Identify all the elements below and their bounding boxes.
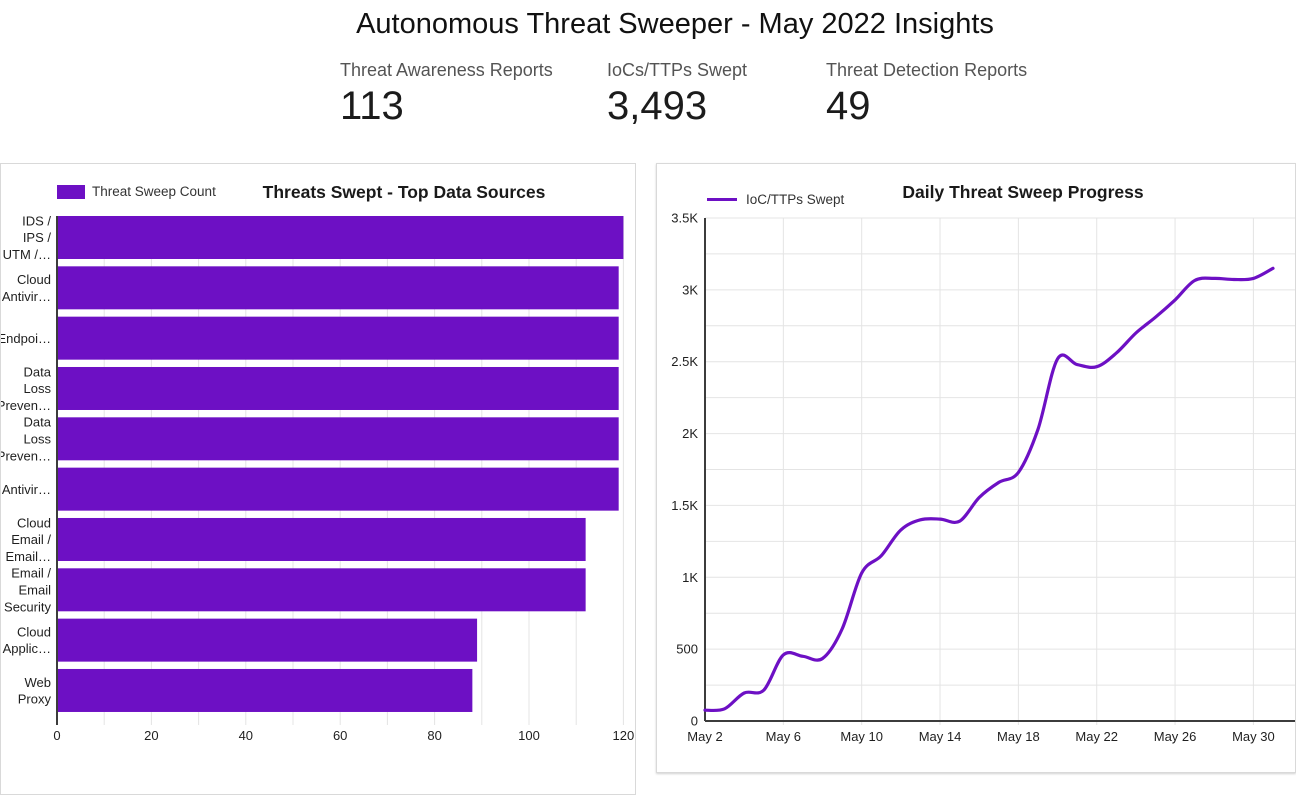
x-tick-label: 80 xyxy=(427,728,441,743)
bar[interactable] xyxy=(58,568,586,612)
bar[interactable] xyxy=(58,668,473,712)
y-category-label: IDS / IPS / UTM /… xyxy=(3,213,52,262)
y-tick-label: 1.5K xyxy=(671,498,698,513)
legend-line-swatch-icon xyxy=(707,198,737,201)
bar[interactable] xyxy=(58,266,619,310)
bar-chart-card: Threat Sweep Count Threats Swept - Top D… xyxy=(0,163,636,795)
legend-color-swatch-icon xyxy=(57,184,85,199)
bar[interactable] xyxy=(58,517,586,561)
x-tick-label: May 22 xyxy=(1075,729,1118,744)
y-category-label: Email / Email Security xyxy=(4,566,51,615)
series-line[interactable] xyxy=(703,266,1275,713)
y-category-label: Web Proxy xyxy=(18,675,52,707)
kpi-label: Threat Detection Reports xyxy=(826,60,1028,80)
line-chart: May 2 May 6 May 10 May 14 May 18 May 22 May 26… xyxy=(671,211,1295,744)
x-tick-label: May 26 xyxy=(1154,729,1197,744)
y-tick-label: 2K xyxy=(682,426,698,441)
x-tick-label: 20 xyxy=(144,728,158,743)
x-tick-label: 40 xyxy=(239,728,253,743)
y-category-label: Cloud Antivir… xyxy=(2,272,51,304)
bar[interactable] xyxy=(58,467,619,511)
x-tick-label: May 18 xyxy=(997,729,1040,744)
kpi-value: 49 xyxy=(826,84,871,128)
kpi-label: IoCs/TTPs Swept xyxy=(607,60,748,80)
bar[interactable] xyxy=(58,417,619,461)
x-tick-label: 120 xyxy=(613,728,635,743)
legend-label: Threat Sweep Count xyxy=(92,184,216,199)
y-tick-label: 1K xyxy=(682,570,698,585)
kpi-value: 3,493 xyxy=(607,84,708,128)
bar[interactable] xyxy=(58,316,619,360)
line-chart-legend[interactable]: IoC/TTPs Swept xyxy=(707,188,844,207)
y-tick-label: 0 xyxy=(691,714,698,729)
line-chart-card: IoC/TTPs Swept Daily Threat Sweep Progre… xyxy=(656,163,1296,773)
x-tick-label: 100 xyxy=(518,728,540,743)
y-category-label: Data Loss Preven… xyxy=(1,364,52,413)
x-tick-label: May 14 xyxy=(919,729,962,744)
y-tick-label: 2.5K xyxy=(671,354,698,369)
y-tick-label: 3.5K xyxy=(671,211,698,226)
bar-chart: 0 20 40 60 80 100 120 IDS / IPS / UTM /… Cloud Anti… xyxy=(1,213,635,743)
bar-chart-title: Threats Swept - Top Data Sources xyxy=(262,182,546,202)
x-tick-label: 60 xyxy=(333,728,347,743)
y-category-label: Cloud Email / Email… xyxy=(5,515,51,564)
kpi-label: Threat Awareness Reports xyxy=(340,60,553,80)
bar[interactable] xyxy=(58,366,619,410)
x-tick-label: May 10 xyxy=(840,729,883,744)
x-tick-label: May 2 xyxy=(687,729,722,744)
kpi-iocs-ttps-swept: IoCs/TTPs Swept 3,493 xyxy=(607,60,747,129)
y-category-label: Data Loss Preven… xyxy=(1,415,52,464)
y-category-label: Antivir… xyxy=(2,482,51,497)
y-category-label: Endpoi… xyxy=(1,331,51,346)
y-tick-label: 500 xyxy=(676,642,698,657)
bar[interactable] xyxy=(58,216,624,259)
kpi-threat-detection-reports: Threat Detection Reports 49 xyxy=(826,60,1027,129)
line-chart-title: Daily Threat Sweep Progress xyxy=(902,182,1144,202)
x-tick-label: 0 xyxy=(53,728,60,743)
page-title: Autonomous Threat Sweeper - May 2022 Ins… xyxy=(356,8,994,40)
kpi-value: 113 xyxy=(340,84,404,128)
bar-chart-legend[interactable]: Threat Sweep Count xyxy=(57,184,216,199)
x-tick-label: May 30 xyxy=(1232,729,1275,744)
x-tick-label: May 6 xyxy=(766,729,801,744)
kpi-threat-awareness-reports: Threat Awareness Reports 113 xyxy=(340,60,553,129)
legend-label: IoC/TTPs Swept xyxy=(746,192,845,207)
y-tick-label: 3K xyxy=(682,282,698,297)
y-category-label: Cloud Applic… xyxy=(3,624,51,656)
bar[interactable] xyxy=(58,618,478,662)
